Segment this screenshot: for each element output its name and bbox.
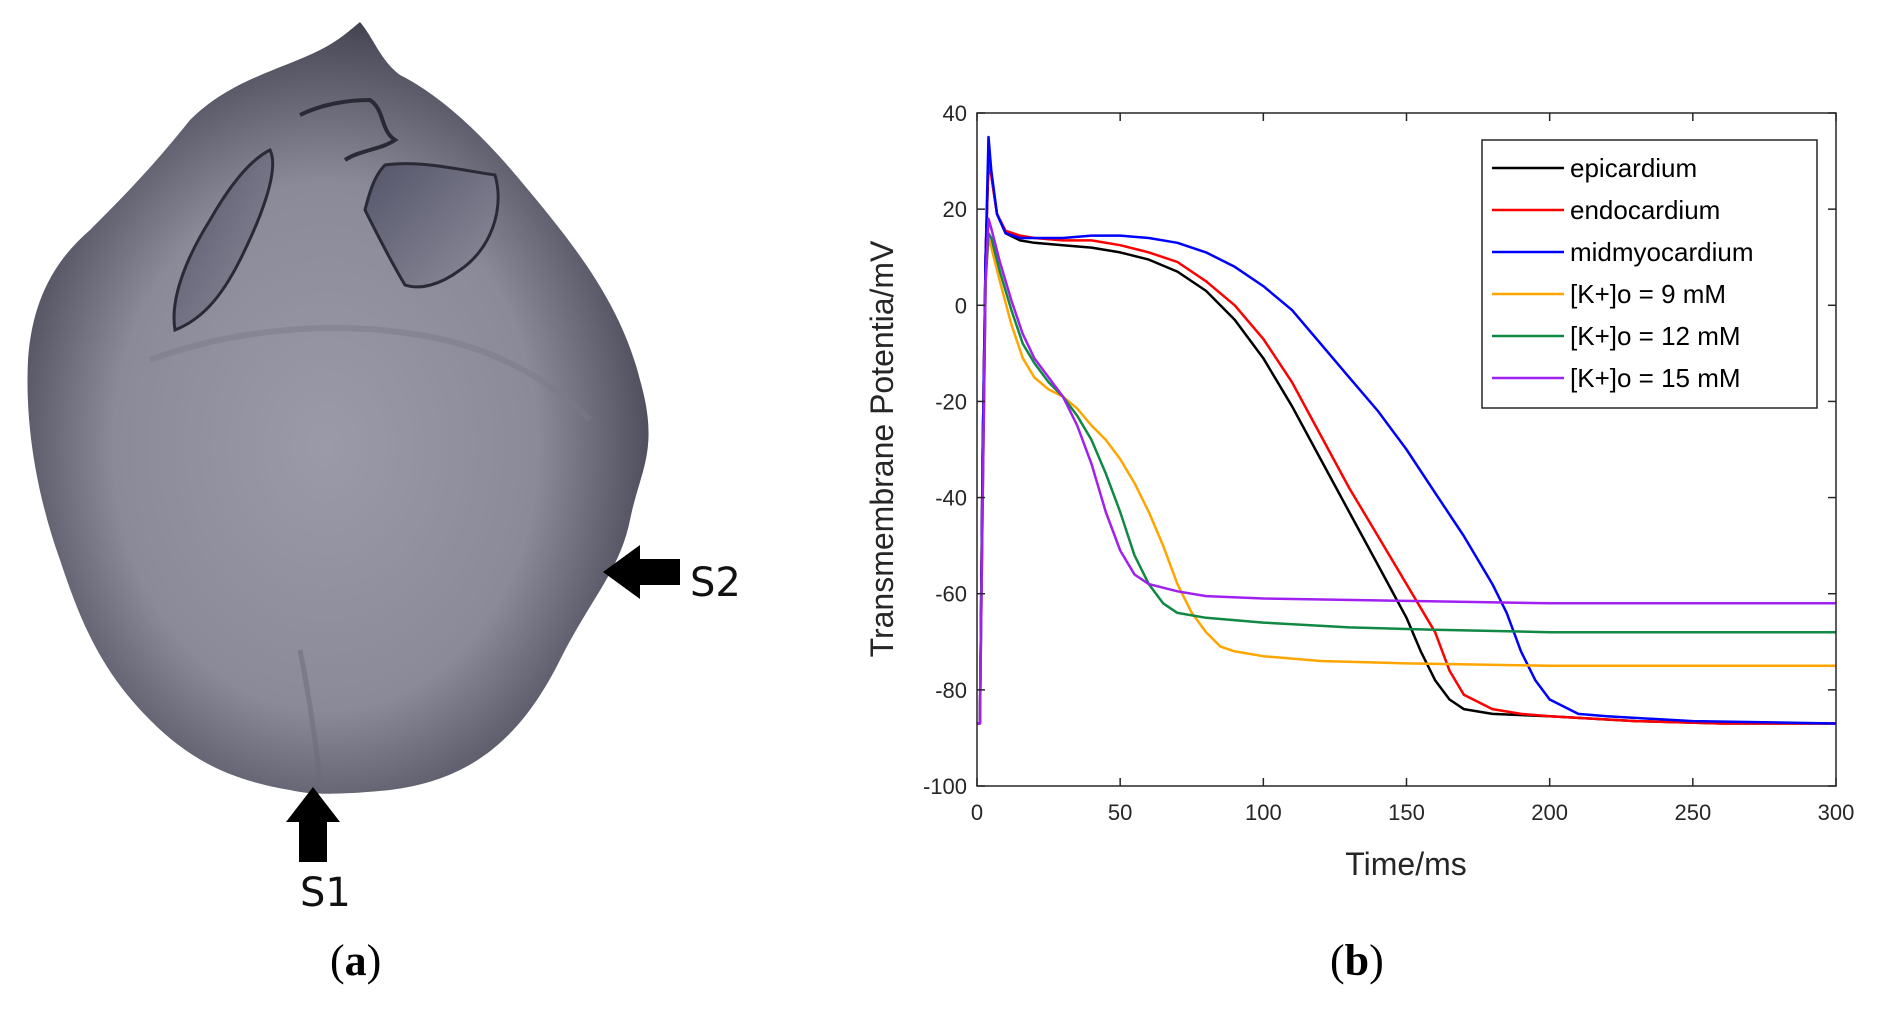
s2-arrow-icon: [603, 545, 680, 599]
heart-model-panel: [0, 0, 720, 1005]
legend-entry: [K+]o = 15 mM: [1570, 363, 1741, 393]
y-tick-label: -20: [935, 389, 967, 414]
legend-entry: [K+]o = 9 mM: [1570, 279, 1726, 309]
heart-surface-fold: [297, 649, 323, 781]
stimulus-s2-label: S2: [690, 560, 741, 606]
legend-box: [1481, 139, 1818, 409]
x-tick-label: 150: [1388, 800, 1425, 825]
heart-surface-ridge: [148, 325, 593, 423]
legend-entry: midmyocardium: [1570, 237, 1754, 267]
y-tick-label: 40: [943, 101, 967, 126]
y-axis-label: Transmembrane Potentia/mV: [864, 240, 900, 657]
x-tick-label: 50: [1108, 800, 1132, 825]
y-tick-label: 20: [943, 197, 967, 222]
x-tick-label: 0: [971, 800, 983, 825]
legend: epicardium endocardium midmyocardium [K+]o …: [1481, 139, 1818, 409]
legend-entry: epicardium: [1570, 153, 1697, 183]
legend-entry: endocardium: [1570, 195, 1720, 225]
valve-rim: [299, 97, 399, 162]
x-tick-label: 300: [1818, 800, 1855, 825]
panel-b-label: (b): [1330, 936, 1384, 985]
series-line: [977, 236, 1836, 725]
stimulus-s1-label: S1: [300, 870, 351, 916]
panel-a-label: (a): [330, 936, 382, 985]
y-tick-label: -100: [923, 774, 967, 799]
series-layer: [977, 135, 1837, 725]
x-tick-label: 200: [1531, 800, 1568, 825]
x-tick-label: 250: [1674, 800, 1711, 825]
y-tick-label: -40: [935, 486, 967, 511]
heart-model-figure: [27, 22, 680, 862]
y-tick-label: -60: [935, 582, 967, 607]
valve-opening-right: [363, 162, 500, 289]
x-axis-label: Time/ms: [1345, 846, 1466, 882]
y-tick-label: 0: [955, 293, 967, 318]
series-line: [977, 217, 1836, 725]
valve-opening-left: [172, 147, 275, 333]
s1-arrow-icon: [286, 787, 340, 862]
x-tick-label: 100: [1245, 800, 1282, 825]
legend-entry: [K+]o = 12 mM: [1570, 321, 1741, 351]
y-tick-label: -80: [935, 678, 967, 703]
